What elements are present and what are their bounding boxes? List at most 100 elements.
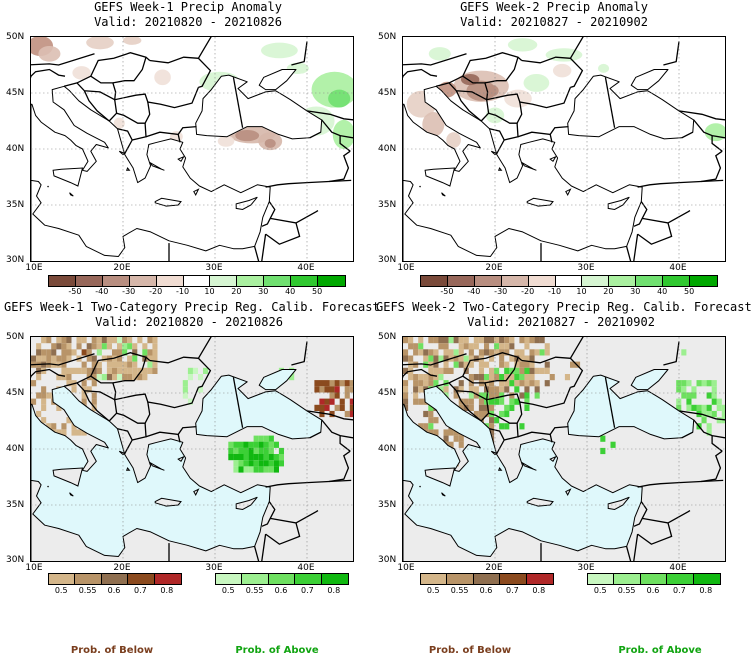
island	[125, 167, 131, 171]
anomaly-colorbar-label: 30	[258, 287, 269, 296]
probability-cell	[463, 361, 469, 368]
below-colorbar	[420, 573, 554, 585]
probability-cell	[248, 441, 254, 448]
probability-cell	[489, 367, 495, 374]
country-border	[678, 110, 725, 121]
country-border	[328, 150, 351, 183]
anomaly-colorbar-label: 10	[204, 287, 215, 296]
probability-cell	[248, 466, 254, 473]
anomaly-colorbar-swatch	[102, 276, 130, 286]
probability-cell	[66, 367, 72, 374]
probability-cell	[499, 386, 505, 393]
probability-cell	[478, 374, 484, 381]
probability-cell	[31, 380, 37, 387]
probability-cell	[86, 367, 92, 374]
probability-cell	[701, 404, 707, 411]
below-colorbar-swatch	[421, 574, 448, 584]
island	[149, 161, 165, 171]
country-border	[47, 185, 50, 188]
probability-cell	[544, 349, 550, 356]
probability-cell	[524, 380, 530, 387]
probability-cell	[243, 447, 249, 455]
probability-cell	[334, 386, 340, 393]
probability-cell	[233, 466, 239, 473]
probability-cell	[524, 361, 530, 368]
anomaly-colorbar-label: 20	[231, 287, 242, 296]
probability-cell	[152, 337, 158, 344]
probability-cell	[489, 398, 495, 405]
above-colorbar-label: 0.55	[245, 586, 264, 595]
lat-label-40n: 40N	[6, 144, 25, 154]
anomaly-colorbar-label: -50	[68, 287, 82, 296]
anomaly-colorbar	[48, 275, 346, 287]
probability-cell	[273, 441, 279, 448]
below-colorbar-swatch	[526, 574, 553, 584]
probability-cell	[478, 398, 484, 405]
precip-anomaly-area	[545, 48, 583, 62]
below-colorbar-labels: 0.5 0.55 0.6 0.7 0.8	[48, 586, 180, 596]
island	[497, 167, 503, 171]
country-border	[197, 337, 212, 359]
lat-label-30n: 30N	[6, 555, 25, 565]
probability-cell	[423, 374, 429, 381]
island	[497, 467, 503, 471]
probability-cell	[253, 447, 259, 455]
probability-cell	[187, 367, 193, 374]
panel-title: GEFS Week-1 Precip Anomaly	[94, 0, 282, 14]
probability-cell	[438, 386, 444, 393]
probability-cell	[117, 374, 123, 381]
probability-cell	[36, 392, 42, 399]
probability-cell	[96, 343, 102, 350]
probability-cell	[413, 386, 419, 393]
panel-week2-anomaly: GEFS Week-2 Precip Anomaly Valid: 202108…	[376, 0, 752, 300]
probability-cell	[438, 367, 444, 374]
anomaly-colorbar-swatch	[663, 276, 691, 286]
probability-cell	[473, 355, 479, 362]
probability-cell	[101, 374, 107, 381]
precip-anomaly-area	[485, 85, 499, 97]
probability-cell	[233, 454, 239, 461]
probability-cell	[117, 367, 123, 374]
probability-cell	[509, 367, 515, 374]
probability-cell	[61, 361, 67, 368]
country-border	[403, 53, 467, 66]
probability-cell	[433, 380, 439, 387]
country-border	[83, 90, 110, 122]
probability-cell	[324, 386, 330, 393]
country-border	[31, 68, 66, 79]
lat-label-35n: 35N	[378, 200, 397, 210]
country-border	[516, 401, 523, 424]
country-border	[693, 119, 725, 139]
probability-cell	[468, 398, 474, 405]
probability-cell	[273, 460, 279, 467]
lon-label-30e: 30E	[205, 563, 223, 573]
probability-cell	[418, 380, 424, 387]
probability-cell	[137, 367, 143, 374]
panel-title: GEFS Week-2 Two-Category Precip Reg. Cal…	[376, 300, 752, 314]
probability-cell	[56, 355, 62, 362]
probability-cell	[278, 447, 284, 455]
below-colorbar-swatch	[49, 574, 76, 584]
probability-cell	[413, 398, 419, 405]
anomaly-colorbar-swatch	[237, 276, 265, 286]
probability-cell	[112, 367, 118, 374]
probability-cell	[711, 398, 717, 405]
probability-cell	[468, 392, 474, 399]
probability-cell	[403, 349, 409, 356]
probability-cell	[61, 423, 67, 430]
prob-above-label: Prob. of Above	[235, 645, 319, 656]
below-colorbar-label: 0.7	[506, 586, 519, 595]
probability-cell	[329, 410, 335, 418]
probability-cell	[499, 380, 505, 387]
precip-anomaly-area	[446, 132, 461, 148]
probability-cell	[529, 355, 535, 362]
probability-cell	[418, 423, 424, 430]
country-border	[261, 234, 267, 261]
country-border	[31, 368, 66, 379]
probability-cell	[152, 343, 158, 350]
probability-cell	[344, 380, 350, 387]
probability-cell	[524, 337, 530, 344]
country-border	[63, 52, 151, 87]
country-border	[462, 375, 572, 409]
probability-cell	[458, 361, 464, 368]
